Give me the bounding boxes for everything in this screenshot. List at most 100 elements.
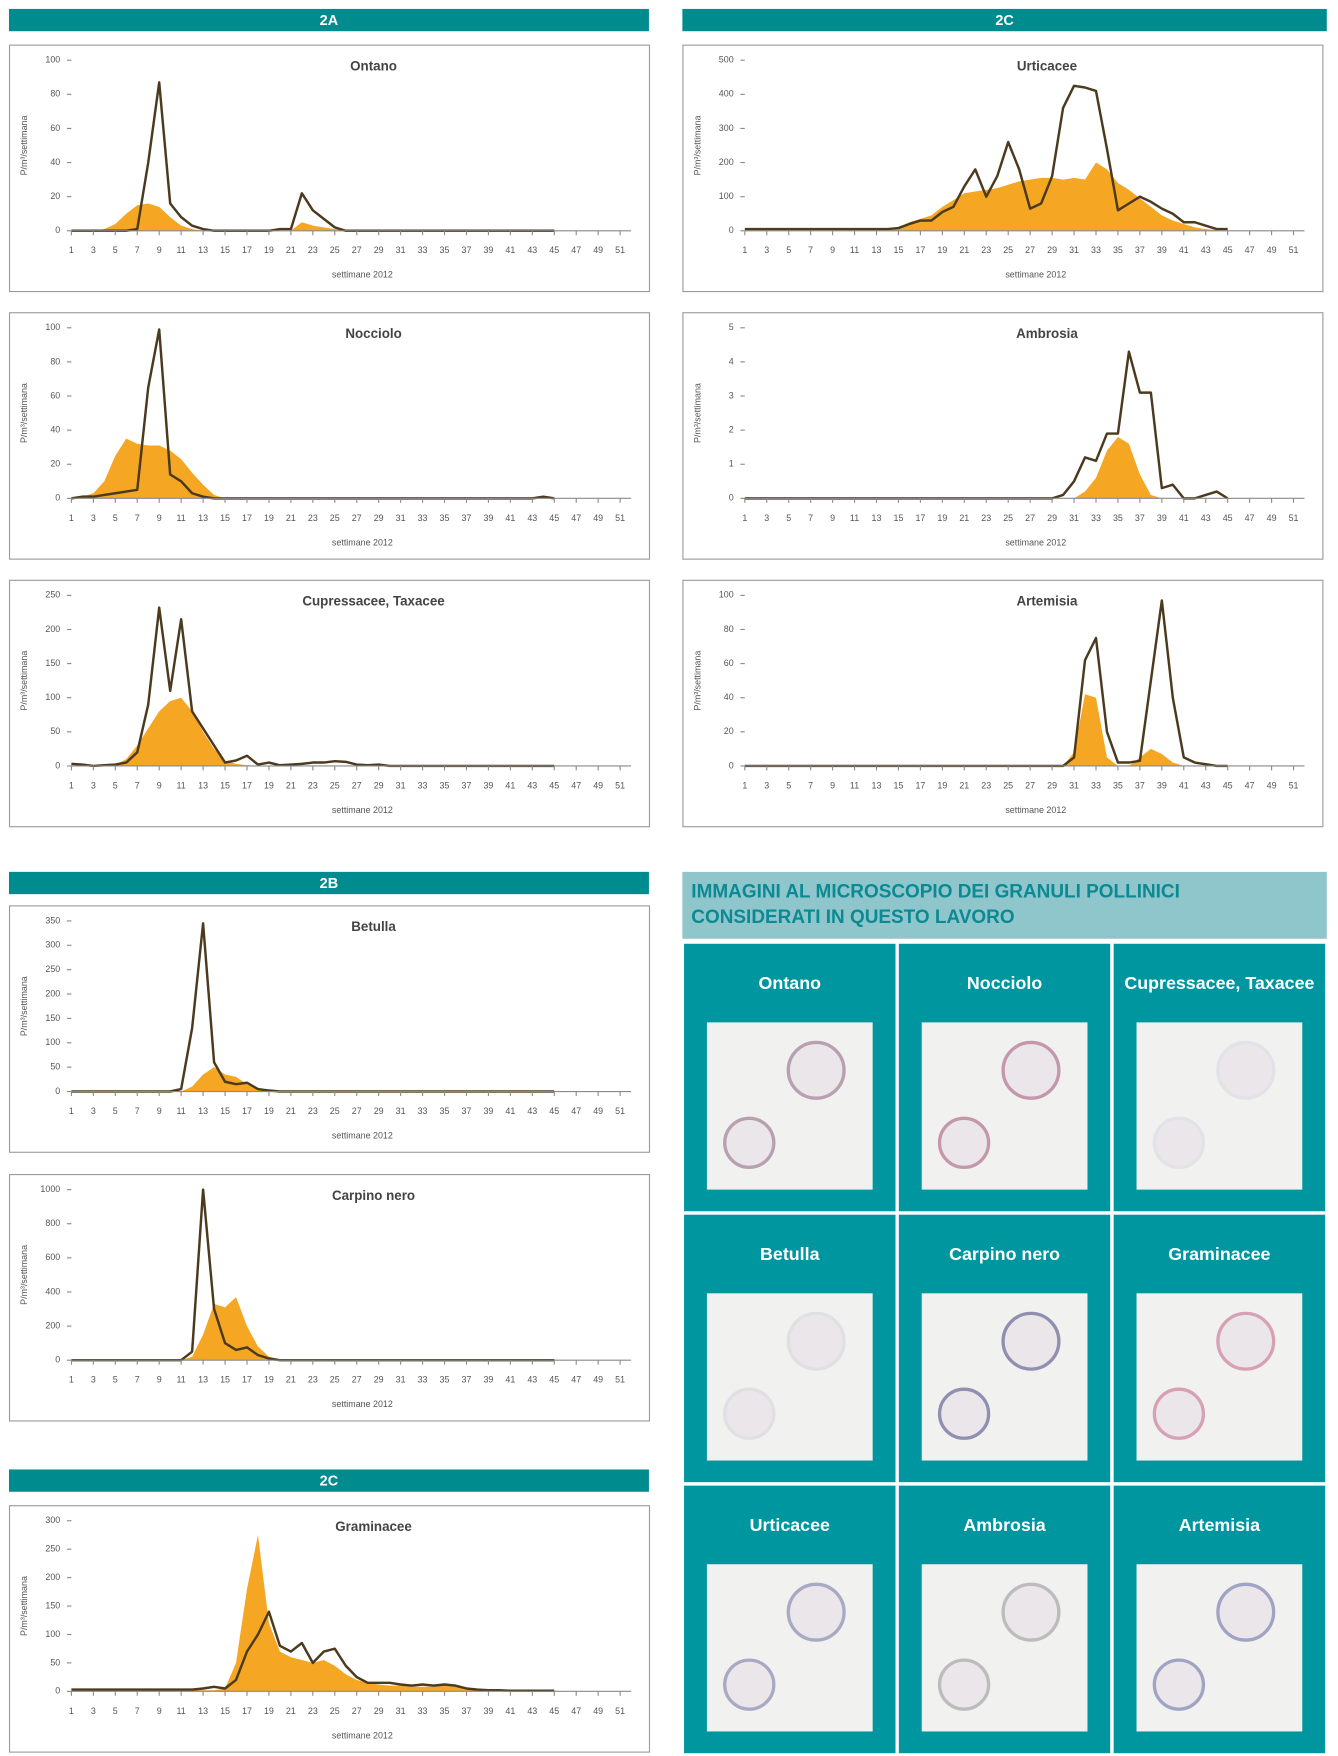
x-axis-title: settimane 2012 [332, 1130, 393, 1140]
x-tick-label: 13 [872, 780, 882, 790]
x-tick-label: 31 [396, 1375, 406, 1385]
y-axis-title: P/m³/settimana [692, 383, 702, 443]
x-tick-label: 15 [220, 513, 230, 523]
x-tick-label: 51 [615, 1106, 625, 1116]
y-tick-label: 50 [50, 1061, 60, 1071]
chart-title: Artemisia [1017, 594, 1078, 609]
y-tick-label: 4 [729, 356, 734, 366]
chart-frame [8, 579, 651, 828]
x-tick-label: 49 [1267, 780, 1277, 790]
x-tick-label: 49 [1267, 245, 1277, 255]
y-tick-label: 200 [45, 624, 60, 634]
x-tick-label: 9 [830, 245, 835, 255]
y-tick-label: 150 [45, 658, 60, 668]
x-tick-label: 41 [505, 780, 515, 790]
x-tick-label: 13 [198, 1106, 208, 1116]
x-tick-label: 43 [1201, 245, 1211, 255]
x-tick-label: 19 [937, 245, 947, 255]
x-tick-label: 7 [135, 245, 140, 255]
x-tick-label: 19 [937, 780, 947, 790]
y-tick-label: 400 [45, 1286, 60, 1296]
x-tick-label: 45 [549, 245, 559, 255]
x-tick-label: 43 [1201, 780, 1211, 790]
pollen-grain [937, 1387, 991, 1440]
x-tick-label: 1 [742, 513, 747, 523]
y-tick-label: 200 [45, 988, 60, 998]
x-tick-label: 29 [374, 1375, 384, 1385]
x-tick-label: 3 [764, 780, 769, 790]
x-tick-label: 41 [505, 1106, 515, 1116]
x-tick-label: 29 [374, 245, 384, 255]
y-tick-label: 0 [55, 1686, 60, 1696]
section-header: 2C [320, 1474, 339, 1490]
chart-frame [8, 44, 651, 293]
x-tick-label: 51 [615, 245, 625, 255]
x-tick-label: 27 [352, 1375, 362, 1385]
x-tick-label: 47 [1245, 780, 1255, 790]
x-tick-label: 49 [593, 1706, 603, 1716]
y-tick-label: 100 [45, 1629, 60, 1639]
x-tick-label: 23 [308, 1375, 318, 1385]
pollen-grain [1001, 1311, 1061, 1371]
x-tick-label: 13 [872, 513, 882, 523]
x-tick-label: 23 [308, 780, 318, 790]
pollen-grain [723, 1658, 776, 1711]
y-tick-label: 300 [45, 1515, 60, 1525]
x-tick-label: 27 [352, 1106, 362, 1116]
section-header-bar [8, 871, 649, 895]
cell-label-box: Urticacee [750, 1517, 830, 1535]
section-header: 2B [320, 876, 339, 892]
x-tick-label: 47 [1245, 245, 1255, 255]
x-tick-label: 1 [69, 1375, 74, 1385]
cell-label: Carpino nero [949, 1245, 1061, 1265]
pollen-grain [723, 1116, 776, 1169]
y-axis-title: P/m³/settimana [19, 383, 29, 443]
y-tick-label: 50 [50, 726, 60, 736]
pollen-grain [1216, 1582, 1276, 1642]
x-tick-label: 21 [286, 245, 296, 255]
x-tick-label: 45 [549, 1706, 559, 1716]
x-tick-label: 47 [571, 1706, 581, 1716]
x-tick-label: 43 [1201, 513, 1211, 523]
x-tick-label: 1 [742, 780, 747, 790]
x-tick-label: 13 [198, 245, 208, 255]
y-tick-label: 300 [719, 123, 734, 133]
x-tick-label: 3 [764, 245, 769, 255]
y-tick-label: 40 [724, 692, 734, 702]
x-tick-label: 49 [1267, 513, 1277, 523]
y-tick-label: 0 [55, 493, 60, 503]
y-tick-label: 60 [50, 390, 60, 400]
x-tick-label: 13 [198, 1375, 208, 1385]
x-tick-label: 45 [1223, 780, 1233, 790]
x-tick-label: 7 [135, 780, 140, 790]
y-tick-label: 100 [45, 1037, 60, 1047]
x-tick-label: 11 [850, 245, 859, 255]
line [744, 84, 1228, 231]
x-tick-label: 37 [462, 1706, 472, 1716]
x-tick-label: 43 [527, 245, 537, 255]
x-tick-label: 15 [220, 780, 230, 790]
x-tick-label: 23 [981, 780, 991, 790]
y-tick-label: 40 [50, 424, 60, 434]
x-tick-label: 5 [786, 780, 791, 790]
x-tick-label: 45 [1223, 245, 1233, 255]
pollen-grain [1216, 1040, 1276, 1100]
x-tick-label: 19 [264, 780, 274, 790]
micro-image [1136, 1022, 1303, 1190]
x-tick-label: 25 [1003, 245, 1013, 255]
x-tick-label: 19 [264, 245, 274, 255]
x-tick-label: 35 [1113, 245, 1123, 255]
x-tick-label: 5 [113, 780, 118, 790]
x-tick-label: 33 [418, 1706, 428, 1716]
x-tick-label: 3 [91, 1375, 96, 1385]
x-axis-title: settimane 2012 [1005, 537, 1066, 547]
chart-title: Ambrosia [1016, 326, 1078, 341]
panel-title-box: IMMAGINI AL MICROSCOPIO DEI GRANULI POLL… [691, 881, 1180, 928]
y-tick-label: 300 [45, 940, 60, 950]
y-tick-label: 0 [729, 225, 734, 235]
y-tick-label: 100 [719, 191, 734, 201]
x-tick-label: 27 [352, 513, 362, 523]
y-tick-label: 40 [50, 157, 60, 167]
chart-frame [8, 1174, 651, 1422]
y-tick-label: 150 [45, 1013, 60, 1023]
